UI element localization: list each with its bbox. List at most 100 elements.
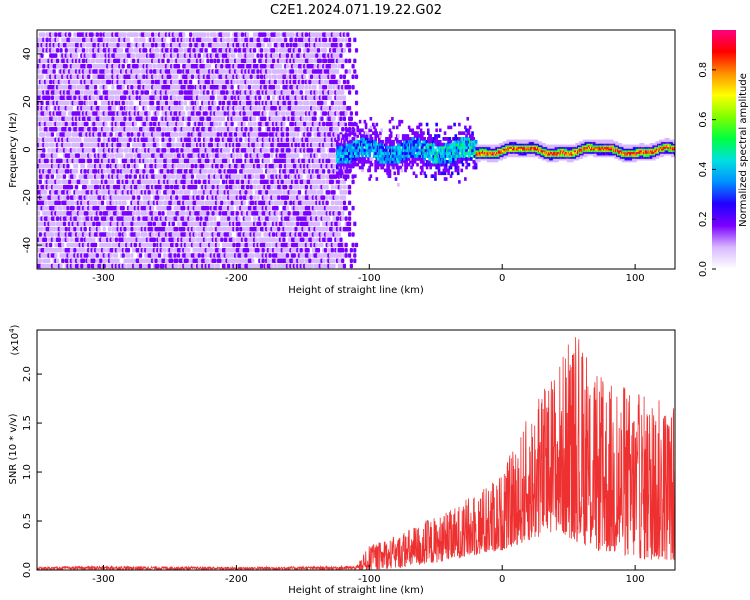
heatmap-cell — [37, 137, 41, 143]
heatmap-cell — [140, 90, 144, 95]
heatmap-cell — [119, 148, 124, 153]
heatmap-cell — [216, 237, 220, 242]
heatmap-cell — [256, 226, 260, 232]
heatmap-cell — [244, 84, 248, 90]
heatmap-cell — [70, 269, 73, 274]
heatmap-cell — [244, 237, 248, 242]
heatmap-cell — [61, 258, 65, 263]
heatmap-cell — [137, 42, 141, 48]
figure-title: C2E1.2024.071.19.22.G02 — [270, 3, 442, 18]
heatmap-cell — [151, 205, 155, 211]
heatmap-cell — [252, 121, 257, 127]
heatmap-cell — [133, 121, 137, 127]
heatmap-cell — [213, 216, 217, 221]
heatmap-cell — [66, 205, 70, 211]
heatmap-cell — [195, 90, 200, 95]
heatmap-cell — [204, 137, 208, 143]
heatmap-cell — [81, 247, 86, 253]
heatmap-cell — [54, 153, 58, 158]
heatmap-cell — [168, 137, 172, 143]
heatmap-cell — [182, 163, 186, 169]
heatmap-cell — [223, 163, 227, 169]
heatmap-cell — [173, 95, 177, 100]
heatmap-cell — [237, 184, 241, 190]
heatmap-cell — [145, 169, 150, 174]
heatmap-cell — [133, 216, 137, 221]
heatmap-cell — [151, 269, 154, 274]
heatmap-cell — [159, 163, 163, 169]
heatmap-cell — [225, 174, 229, 179]
heatmap-cell — [76, 48, 80, 53]
heatmap-cell — [161, 211, 165, 216]
heatmap-cell — [113, 37, 117, 43]
heatmap-cell — [47, 216, 51, 221]
heatmap-cell — [263, 116, 267, 122]
heatmap-cell — [107, 211, 112, 216]
heatmap-cell — [159, 53, 163, 58]
heatmap-cell — [113, 106, 117, 111]
heatmap-cell — [208, 153, 212, 158]
heatmap-cell — [94, 242, 98, 248]
heatmap-cell — [237, 74, 241, 79]
heatmap-cell — [259, 37, 264, 43]
heatmap-cell — [50, 132, 55, 137]
heatmap-cell — [244, 127, 248, 132]
heatmap-cell — [62, 111, 67, 116]
heatmap-cell — [106, 163, 110, 169]
heatmap-cell — [109, 58, 113, 64]
heatmap-cell — [81, 163, 86, 169]
heatmap-cell — [209, 174, 213, 179]
heatmap-cell — [104, 121, 108, 127]
heatmap-cell — [119, 106, 124, 111]
heatmap-cell — [164, 42, 169, 48]
heatmap-cell — [37, 84, 41, 90]
heatmap-cell — [123, 232, 127, 237]
heatmap-cell — [259, 74, 264, 79]
heatmap-cell — [223, 95, 227, 100]
heatmap-cell — [59, 269, 62, 274]
heatmap-cell — [228, 42, 232, 48]
heatmap-cell — [78, 137, 82, 143]
heatmap-cell — [38, 63, 42, 69]
heatmap-cell — [237, 37, 241, 43]
heatmap-cell — [201, 158, 205, 164]
heatmap-cell — [187, 148, 191, 153]
heatmap-cell — [182, 184, 186, 190]
heatmap-cell — [54, 205, 58, 211]
heatmap-cell — [151, 190, 155, 195]
heatmap-cell — [261, 42, 265, 48]
heatmap-cell — [223, 111, 227, 116]
heatmap-cell — [57, 116, 61, 122]
heatmap-cell — [176, 221, 181, 227]
heatmap-cell — [50, 48, 55, 53]
heatmap-cell — [218, 211, 222, 216]
heatmap-cell — [197, 137, 201, 143]
heatmap-cell — [80, 237, 84, 242]
heatmap-cell — [192, 263, 196, 269]
heatmap-cell — [68, 142, 72, 148]
heatmap-cell — [194, 179, 198, 185]
heatmap-cell — [75, 79, 79, 85]
heatmap-cell — [95, 184, 99, 190]
heatmap-cell — [175, 226, 179, 232]
heatmap-cell — [185, 106, 189, 111]
heatmap-cell — [235, 69, 239, 74]
heatmap-cell — [126, 69, 131, 74]
heatmap-cell — [187, 247, 191, 253]
heatmap-cell — [130, 84, 134, 90]
heatmap-cell — [209, 226, 213, 232]
heatmap-cell — [216, 242, 220, 248]
heatmap-cell — [242, 211, 246, 216]
heatmap-cell — [172, 269, 175, 274]
heatmap-cell — [258, 95, 262, 100]
heatmap-cell — [99, 42, 103, 48]
heatmap-cell — [144, 106, 148, 111]
heatmap-cell — [126, 247, 131, 253]
heatmap-cell — [61, 169, 65, 174]
heatmap-cell — [158, 269, 161, 274]
heatmap-cell — [163, 174, 167, 179]
heatmap-cell — [185, 53, 189, 58]
heatmap-cell — [179, 269, 182, 274]
heatmap-cell — [154, 269, 157, 274]
